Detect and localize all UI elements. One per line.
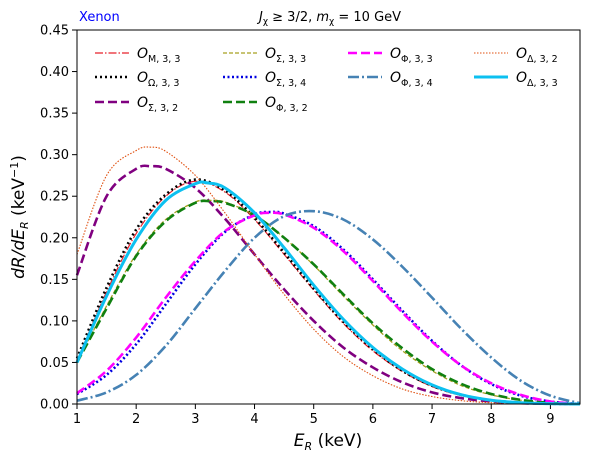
x-tick-label: 3 xyxy=(191,412,199,427)
series-line-7 xyxy=(76,209,581,405)
legend-label-5: OΦ, 3, 2 xyxy=(265,95,308,114)
series-line-2 xyxy=(75,164,581,406)
x-axis: 1 2 3 4 5 6 7 8 9 xyxy=(73,404,555,427)
chart-title: Jχ ≥ 3/2, mχ = 10 GeV xyxy=(256,10,401,27)
y-tick-label: 0.05 xyxy=(40,356,69,371)
legend-label-0: OM, 3, 3 xyxy=(137,46,180,65)
x-tick-label: 6 xyxy=(369,412,377,427)
y-tick-label: 0.15 xyxy=(40,273,69,288)
legend-label-8: OΔ, 3, 2 xyxy=(516,46,558,65)
y-axis: 0.00 0.05 0.10 0.15 0.20 0.25 0.30 0.35 0.40 0.45 xyxy=(40,24,77,413)
legend-label-1: OΩ, 3, 3 xyxy=(137,70,179,89)
legend-label-7: OΦ, 3, 4 xyxy=(390,70,433,89)
x-tick-label: 8 xyxy=(487,412,495,427)
chart-annotation: Xenon xyxy=(79,10,120,25)
series-line-4 xyxy=(76,210,581,406)
legend-label-9: OΔ, 3, 3 xyxy=(516,70,558,89)
legend-label-4: OΣ, 3, 4 xyxy=(265,70,306,89)
x-tick-label: 2 xyxy=(132,412,140,427)
x-tick-label: 7 xyxy=(428,412,436,427)
x-tick-label: 5 xyxy=(310,412,318,427)
x-tick-label: 9 xyxy=(546,412,554,427)
series-line-8 xyxy=(76,146,581,405)
x-axis-label: ER (keV) xyxy=(294,431,362,453)
y-tick-label: 0.00 xyxy=(40,398,69,413)
series-line-0 xyxy=(76,180,581,405)
y-axis-label: dR/dER (keV−1) xyxy=(8,155,31,279)
legend-label-6: OΦ, 3, 3 xyxy=(390,46,433,65)
legend-label-3: OΣ, 3, 3 xyxy=(265,46,306,65)
series-line-9 xyxy=(75,180,581,406)
y-tick-label: 0.45 xyxy=(40,24,69,39)
series-lines xyxy=(75,146,581,406)
y-tick-label: 0.40 xyxy=(40,65,69,80)
y-tick-label: 0.35 xyxy=(40,107,69,122)
plot-frame xyxy=(76,29,581,405)
x-tick-label: 1 xyxy=(73,412,81,427)
y-tick-label: 0.30 xyxy=(40,148,69,163)
legend-label-2: OΣ, 3, 2 xyxy=(137,95,178,114)
x-tick-label: 4 xyxy=(250,412,258,427)
series-line-5 xyxy=(75,199,581,406)
y-tick-label: 0.25 xyxy=(40,190,69,205)
legend: OM, 3, 3 OΩ, 3, 3 OΣ, 3, 2 OΣ, 3, 3 OΣ, 3, 4… xyxy=(95,46,558,114)
y-tick-label: 0.20 xyxy=(40,231,69,246)
series-line-1 xyxy=(75,178,581,406)
series-line-6 xyxy=(76,211,581,406)
y-tick-label: 0.10 xyxy=(40,314,69,329)
